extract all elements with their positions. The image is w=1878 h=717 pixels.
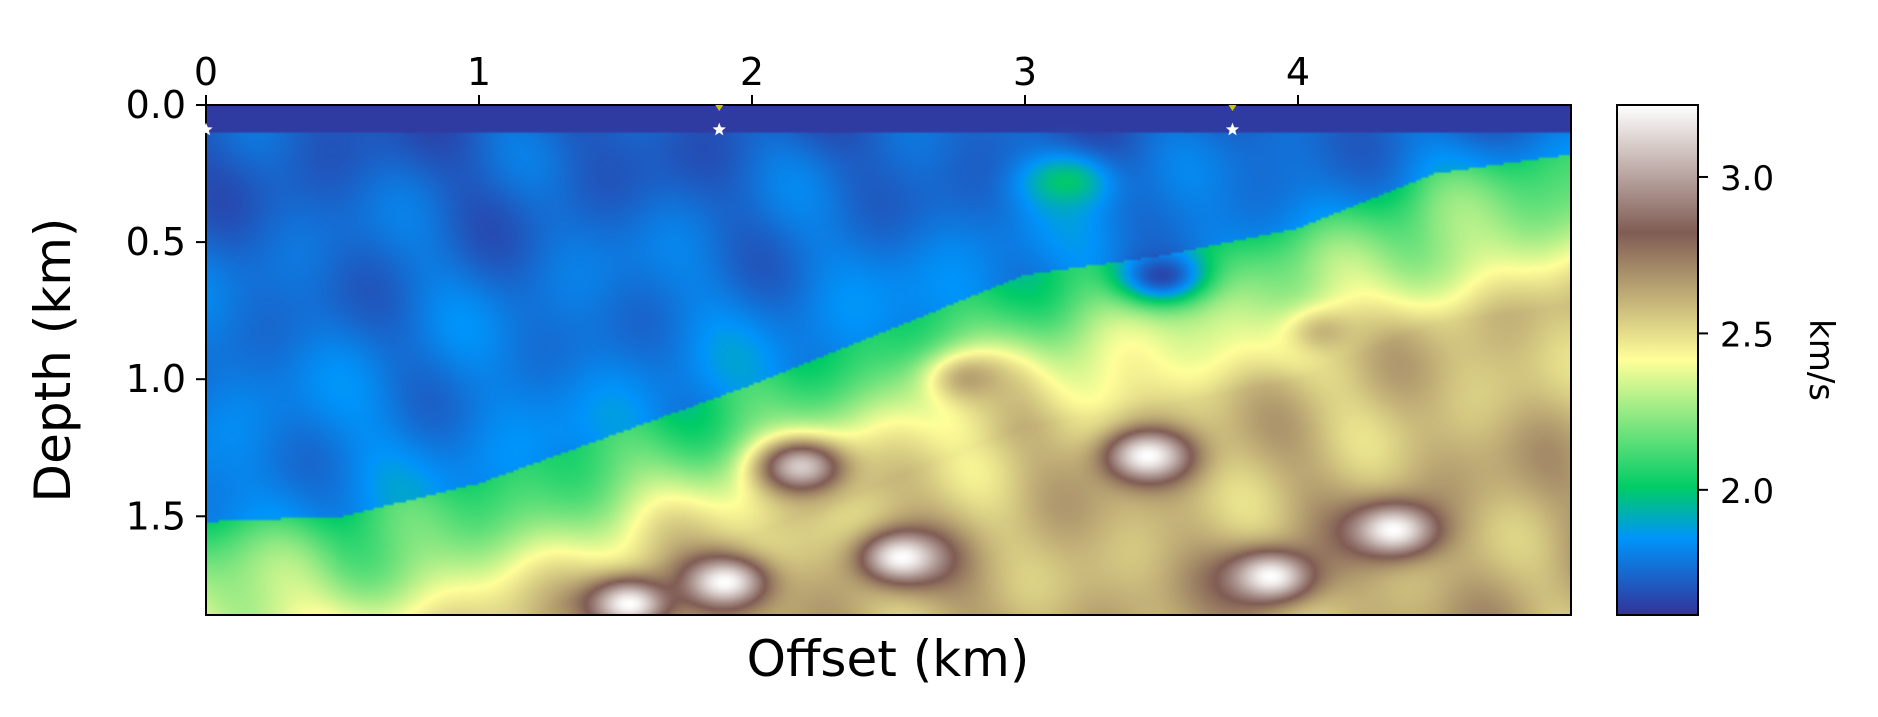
- y-tick-label: 0.5: [126, 220, 186, 264]
- y-axis: 0.0 0.5 1.0 1.5: [126, 83, 206, 538]
- colorbar-tick-label: 2.5: [1720, 315, 1774, 355]
- plot-frame: [205, 104, 1572, 616]
- source-marker: [712, 122, 726, 136]
- receiver-marker: [715, 105, 724, 111]
- x-tick-label: 2: [740, 50, 764, 94]
- receiver-marker: [1228, 105, 1237, 111]
- colorbar: [1616, 104, 1699, 616]
- acquisition-markers: [199, 105, 1240, 136]
- source-marker: [199, 122, 213, 136]
- x-tick-label: 1: [467, 50, 491, 94]
- y-tick-label: 1.0: [126, 357, 186, 401]
- colorbar-tick-label: 3.0: [1720, 159, 1774, 199]
- x-tick-label: 3: [1013, 50, 1037, 94]
- colorbar-label: km/s: [1801, 319, 1841, 401]
- x-tick-label: 0: [194, 50, 218, 94]
- colorbar-tick-label: 2.0: [1720, 472, 1774, 512]
- velocity-heatmap: [206, 105, 1571, 615]
- x-axis: 0 1 2 3 4: [194, 50, 1310, 105]
- y-axis-label: Depth (km): [24, 218, 82, 503]
- source-marker: [1225, 122, 1240, 136]
- x-axis-label: Offset (km): [747, 630, 1030, 688]
- x-tick-label: 4: [1286, 50, 1310, 94]
- y-tick-label: 0.0: [126, 83, 186, 127]
- y-tick-label: 1.5: [126, 494, 186, 538]
- colorbar-axis: 2.0 2.5 3.0: [1698, 159, 1774, 512]
